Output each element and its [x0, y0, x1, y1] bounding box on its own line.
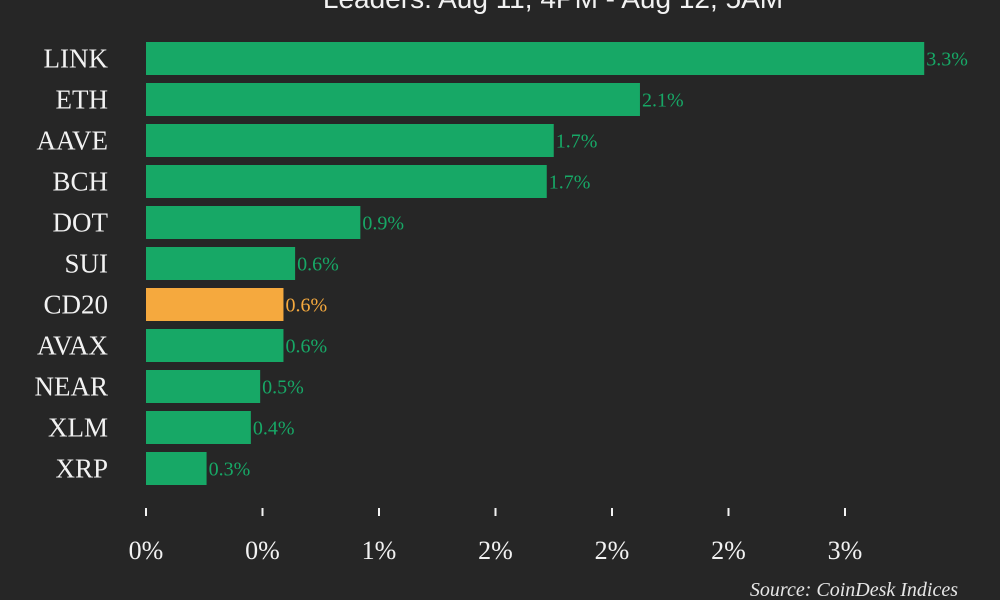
category-label-cd20: CD20	[43, 290, 108, 320]
x-tick-label-2: 1%	[362, 536, 397, 565]
bar-xlm	[146, 411, 251, 444]
x-tick-label-5: 2%	[711, 536, 746, 565]
value-label-aave: 1.7%	[556, 131, 598, 153]
chart-title: Leaders: Aug 11, 4PM - Aug 12, 5AM	[323, 0, 783, 14]
value-label-bch: 1.7%	[549, 172, 591, 194]
bar-link	[146, 42, 925, 75]
value-label-eth: 2.1%	[642, 90, 684, 112]
category-label-eth: ETH	[56, 85, 108, 115]
x-tick-label-3: 2%	[478, 536, 513, 565]
bar-aave	[146, 124, 554, 157]
bars-layer: LINK 3.3% ETH 2.1% AAVE 1.7% BCH 1.7% DOT 0.9% SUI…	[35, 42, 968, 485]
value-label-link: 3.3%	[926, 49, 968, 71]
value-label-avax: 0.6%	[285, 336, 327, 358]
bar-bch	[146, 165, 547, 198]
bar-near	[146, 370, 261, 403]
bar-dot	[146, 206, 361, 239]
category-label-dot: DOT	[53, 208, 109, 238]
value-label-xlm: 0.4%	[253, 418, 295, 440]
bar-eth	[146, 83, 640, 116]
category-label-xlm: XLM	[48, 413, 108, 443]
category-label-bch: BCH	[52, 167, 108, 197]
category-label-link: LINK	[44, 44, 109, 74]
value-label-cd20: 0.6%	[285, 295, 327, 317]
x-tick-label-0: 0%	[129, 536, 164, 565]
x-tick-label-4: 2%	[595, 536, 630, 565]
category-label-near: NEAR	[35, 372, 109, 402]
category-label-avax: AVAX	[37, 331, 109, 361]
bar-cd20	[146, 288, 284, 321]
bar-avax	[146, 329, 284, 362]
value-label-near: 0.5%	[262, 377, 304, 399]
category-label-sui: SUI	[64, 249, 108, 279]
bar-xrp	[146, 452, 207, 485]
category-label-aave: AAVE	[36, 126, 108, 156]
x-tick-label-1: 0%	[245, 536, 280, 565]
value-label-dot: 0.9%	[362, 213, 404, 235]
bar-sui	[146, 247, 296, 280]
x-tick-label-6: 3%	[828, 536, 863, 565]
value-label-xrp: 0.3%	[209, 459, 251, 481]
source-note: Source: CoinDesk Indices	[750, 579, 958, 600]
x-axis: 0% 0% 1% 2% 2% 2% 3%	[129, 508, 863, 565]
value-label-sui: 0.6%	[297, 254, 339, 276]
category-label-xrp: XRP	[55, 454, 108, 484]
